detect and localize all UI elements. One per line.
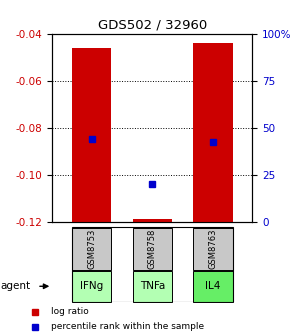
Title: GDS502 / 32960: GDS502 / 32960	[98, 18, 207, 31]
Text: GSM8753: GSM8753	[87, 229, 96, 269]
Bar	[193, 271, 233, 302]
Bar	[133, 271, 172, 302]
Text: log ratio: log ratio	[51, 307, 89, 316]
Bar	[72, 227, 233, 302]
Bar	[133, 219, 172, 222]
Bar	[72, 48, 111, 222]
Bar	[193, 228, 233, 270]
Text: GSM8758: GSM8758	[148, 229, 157, 269]
Bar	[72, 271, 111, 302]
Text: agent: agent	[0, 281, 30, 291]
Bar	[133, 228, 172, 270]
Bar	[72, 228, 111, 270]
Text: IL4: IL4	[205, 281, 221, 291]
Bar	[193, 43, 233, 222]
Text: TNFa: TNFa	[139, 281, 165, 291]
Text: percentile rank within the sample: percentile rank within the sample	[51, 322, 204, 331]
Text: GSM8763: GSM8763	[209, 229, 218, 269]
Text: IFNg: IFNg	[80, 281, 103, 291]
